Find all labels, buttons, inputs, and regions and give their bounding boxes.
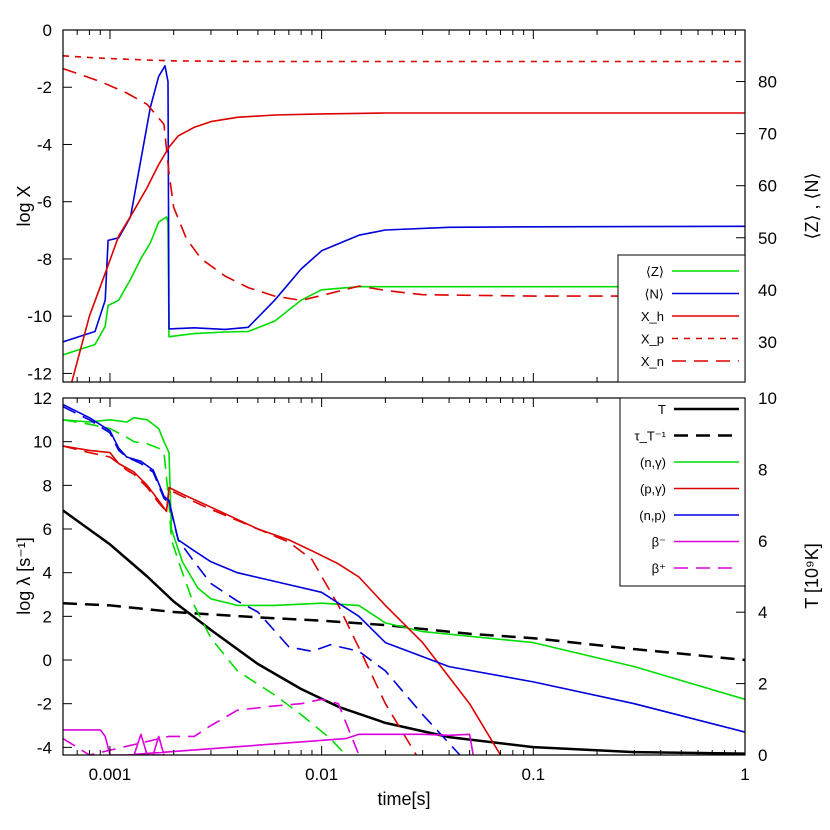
top-ytick-label: -10 (27, 307, 52, 326)
xlabel: time[s] (377, 789, 430, 809)
xtick-label: 0.01 (305, 765, 338, 784)
top-ytick-label: 0 (43, 21, 52, 40)
bottom-ticks: 0.001 0.01 0.1 1 12 10 8 6 4 2 0 -2 -4 0 2 4 6 8 10 (33, 389, 777, 784)
legend-label-Xh: X_h (641, 309, 664, 324)
bottom-ytick-label: 2 (43, 607, 52, 626)
top-y2tick-label: 30 (758, 333, 777, 352)
bottom-ytick-label: 6 (43, 520, 52, 539)
top-y2tick-label: 70 (758, 125, 777, 144)
series-Xh-line (71, 112, 745, 382)
top-legend-box (617, 254, 746, 383)
top-panel: 0 -2 -4 -6 -8 -10 -12 30 40 50 60 70 80 log X ⟨Z⟩ , … (14, 21, 822, 383)
series-np_d-line (63, 405, 461, 755)
series-N-line (63, 65, 745, 343)
xtick-label: 1 (740, 765, 749, 784)
series-pg-line (63, 445, 502, 755)
bottom-y2tick-label: 4 (758, 603, 767, 622)
bottom-ytick-label: 12 (33, 389, 52, 408)
bottom-series-group (63, 403, 745, 755)
legend-label-tau: τ_T⁻¹ (635, 429, 667, 444)
bottom-y2tick-label: 0 (758, 746, 767, 765)
legend-label-T: T (658, 402, 666, 417)
bottom-ytick-label: 10 (33, 433, 52, 452)
bottom-ytick-label: 0 (43, 651, 52, 670)
series-bp-line (63, 698, 360, 755)
top-ytick-label: -12 (27, 364, 52, 383)
top-ytick-label: -6 (37, 193, 52, 212)
bottom-y2tick-label: 8 (758, 460, 767, 479)
series-ng-line (63, 416, 745, 701)
bottom-legend-box (619, 397, 746, 587)
top-y2tick-label: 40 (758, 281, 777, 300)
legend-label-N: ⟨N⟩ (644, 287, 664, 302)
bottom-ytick-label: 4 (43, 564, 52, 583)
bottom-ytick-label: 8 (43, 476, 52, 495)
legend-label-bp: β⁺ (652, 561, 666, 576)
legend-label-Z: ⟨Z⟩ (646, 264, 664, 279)
bottom-y2tick-label: 2 (758, 675, 767, 694)
legend-label-bm: β⁻ (652, 535, 666, 550)
top-ticks: 0 -2 -4 -6 -8 -10 -12 30 40 50 60 70 80 (27, 21, 777, 383)
top-y2tick-label: 60 (758, 177, 777, 196)
series-bm-line (63, 729, 474, 755)
top-ytick-label: -4 (37, 135, 52, 154)
top-legend: ⟨Z⟩ ⟨N⟩ X_h X_p X_n (617, 254, 746, 383)
bottom-y2tick-label: 6 (758, 532, 767, 551)
top-plot-frame (62, 29, 746, 383)
legend-label-ng: (n,γ) (640, 455, 666, 470)
legend-label-pg: (p,γ) (640, 482, 666, 497)
series-Xp-line (63, 55, 745, 63)
bottom-ytick-label: -4 (37, 738, 52, 757)
legend-label-Xn: X_n (641, 354, 664, 369)
series-Xn-line (63, 67, 745, 302)
bottom-y2label: T [10⁹K] (802, 543, 822, 608)
top-y2tick-label: 80 (758, 73, 777, 92)
legend-label-Xp: X_p (641, 332, 664, 347)
bottom-ytick-label: -2 (37, 695, 52, 714)
series-tau-line (63, 601, 745, 662)
bottom-panel: 0.001 0.01 0.1 1 12 10 8 6 4 2 0 -2 -4 0 2 4 6 8 10 log λ … (14, 389, 822, 809)
series-np-line (63, 403, 745, 733)
series-pg_d-line (63, 445, 417, 755)
top-y2label: ⟨Z⟩ , ⟨N⟩ (802, 172, 822, 239)
bottom-ylabel: log λ [s⁻¹] (14, 537, 34, 615)
bottom-y2tick-label: 10 (758, 389, 777, 408)
bottom-legend: Tτ_T⁻¹ (n,γ) (p,γ) (n,p) β⁻ β⁺ (619, 397, 746, 587)
top-y2tick-label: 50 (758, 229, 777, 248)
top-series-group (63, 55, 745, 382)
top-ytick-label: -8 (37, 250, 52, 269)
top-ylabel: log X (14, 185, 34, 226)
legend-label-np: (n,p) (639, 508, 666, 523)
series-ng_d-line (63, 419, 347, 755)
top-ytick-label: -2 (37, 78, 52, 97)
xtick-label: 0.001 (89, 765, 132, 784)
xtick-label: 0.1 (522, 765, 546, 784)
